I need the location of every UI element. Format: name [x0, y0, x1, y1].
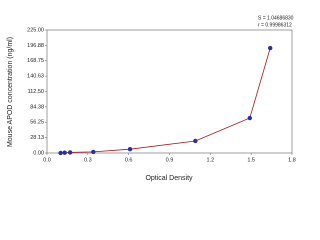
y-tick-label: 112.50: [28, 89, 44, 95]
annotation: S = 1.04686830: [258, 15, 294, 21]
x-tick-label: 0.9: [166, 157, 174, 163]
point: [91, 149, 96, 155]
point: [127, 146, 133, 152]
x-tick-label: 1.8: [288, 157, 296, 163]
x-tick-label: 0.3: [84, 157, 92, 163]
y-tick-label: 196.88: [27, 43, 44, 49]
page: {"chart_data": {"type": "scatter", "x_la…: [6, 15, 296, 182]
y-axis-title: Mouse APOD concentration (ng/ml): [7, 37, 14, 147]
x-tick-label: 0.0: [43, 157, 51, 163]
y-tick-label: 28.13: [30, 135, 44, 141]
y-tick-label: 84.38: [30, 104, 44, 110]
y-tick-label: 56.25: [30, 120, 44, 126]
point: [193, 138, 198, 144]
x-tick-label: 1.2: [207, 157, 215, 163]
y-tick-label: 0.00: [33, 150, 44, 156]
y-tick-label: 225.00: [27, 27, 44, 33]
point: [268, 45, 273, 51]
point: [62, 150, 67, 155]
point: [247, 115, 253, 121]
x-tick-label: 1.5: [247, 157, 255, 163]
x-tick-label: 0.6: [125, 157, 133, 163]
y-tick-label: 140.63: [27, 74, 44, 80]
point: [58, 150, 63, 156]
y-tick-label: 168.75: [27, 58, 44, 64]
annotation: r = 0.99986312: [258, 22, 292, 28]
plot-frame: [46, 29, 293, 154]
chart: Optical Density Mouse APOD concentration…: [7, 15, 296, 182]
point: [67, 150, 73, 155]
x-axis-title: Optical Density: [145, 175, 193, 182]
